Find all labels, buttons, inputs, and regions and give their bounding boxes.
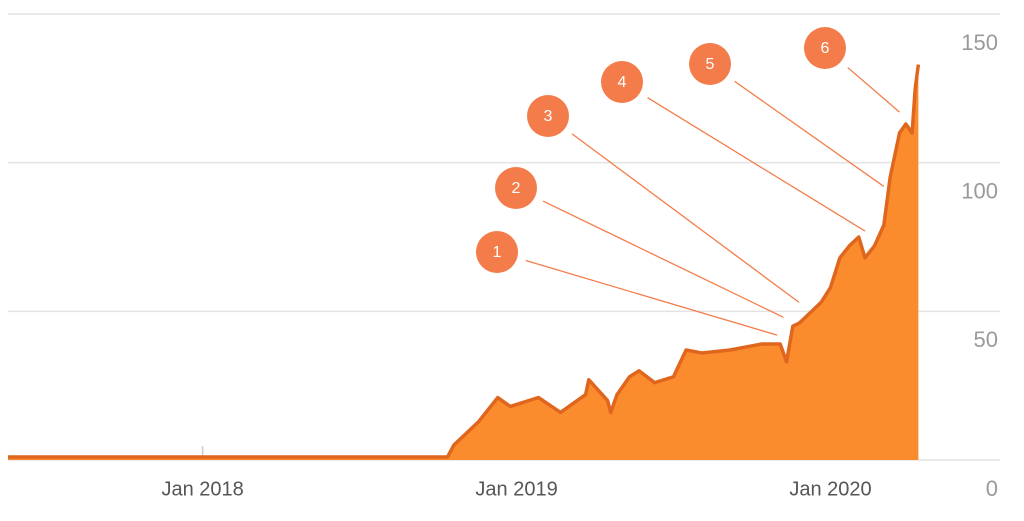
annotation-label: 1 — [493, 244, 502, 261]
annotation-line — [734, 80, 885, 187]
area — [8, 64, 919, 461]
line — [8, 64, 921, 459]
annotation-marker — [495, 167, 537, 209]
annotation-line — [525, 259, 778, 336]
annotation-line — [571, 133, 800, 303]
annotation-line — [847, 67, 900, 113]
y-tick-label: 50 — [974, 327, 998, 352]
y-tick-label: 150 — [961, 30, 998, 55]
annotation-marker — [527, 95, 569, 137]
y-tick-label: 0 — [986, 476, 998, 501]
annotation-label: 5 — [706, 56, 715, 73]
x-tick-label: Jan 2019 — [475, 478, 557, 500]
annotation-marker — [804, 27, 846, 69]
annotation-label: 6 — [821, 40, 830, 57]
x-tick-label: Jan 2018 — [161, 478, 243, 500]
annotation-marker — [689, 43, 731, 85]
annotation-line — [542, 200, 784, 318]
annotation-marker — [601, 61, 643, 103]
annotation-label: 3 — [544, 108, 553, 125]
y-tick-label: 100 — [961, 178, 998, 203]
x-tick-label: Jan 2020 — [789, 478, 871, 500]
annotation-label: 4 — [618, 74, 627, 91]
annotation-line — [647, 97, 866, 232]
annotation-label: 2 — [512, 180, 521, 197]
annotation-marker — [476, 231, 518, 273]
